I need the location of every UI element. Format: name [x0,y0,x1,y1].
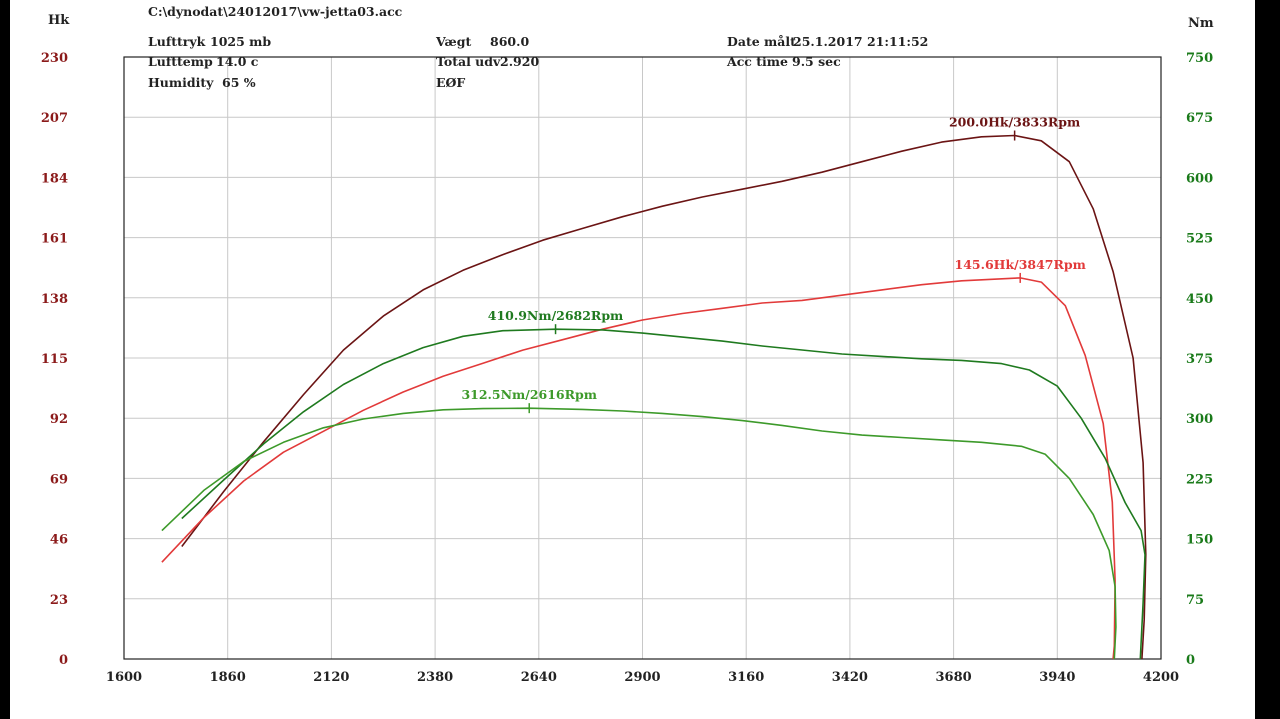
info-label-eof: EØF [436,75,465,90]
info-label-vaegt: Vægt [435,34,471,49]
series-line-4 [161,407,1117,660]
x-tick-label: 2640 [521,670,557,685]
right-tick-label: 675 [1186,111,1213,126]
info-value-date: 25.1.2017 21:11:52 [793,34,928,49]
x-tick-label: 3420 [832,670,868,685]
left-tick-label: 184 [41,171,68,186]
x-tick-label: 1600 [106,670,142,685]
info-value-total-udv: 2.920 [500,54,539,69]
x-tick-label: 3680 [936,670,972,685]
peak-markers: 200.0Hk/3833Rpm 145.6Hk/3847Rpm 410.9Nm/26… [461,115,1086,414]
right-tick-label: 600 [1186,171,1213,186]
file-path: C:\dynodat\24012017\vw-jetta03.acc [148,4,403,19]
left-tick-label: 92 [50,412,68,427]
series-line-1 [181,134,1147,660]
grid [124,57,1161,659]
info-label-acc-time: Acc time [726,54,788,69]
x-tick-label: 4200 [1143,670,1179,685]
left-tick-label: 23 [50,593,68,608]
peak-label-3: 410.9Nm/2682Rpm [488,308,624,323]
left-tick-label: 138 [41,292,68,307]
peak-label-1: 200.0Hk/3833Rpm [949,115,1080,130]
x-tick-label: 1860 [210,670,246,685]
left-tick-label: 161 [41,232,68,247]
right-axis-ticks: 0 75 150 225 300 375 450 525 600 675 750 [1186,51,1213,668]
peak-label-2: 145.6Hk/3847Rpm [955,257,1086,272]
x-tick-label: 2380 [417,670,453,685]
right-tick-label: 75 [1186,593,1204,608]
series-line-2 [161,277,1116,660]
info-label-lufttryk: Lufttryk [148,34,206,49]
right-tick-label: 300 [1186,412,1213,427]
x-tick-label: 3160 [728,670,764,685]
left-tick-label: 115 [41,352,68,367]
info-label-date: Date målt [727,34,796,49]
peak-label-4: 312.5Nm/2616Rpm [461,387,597,402]
info-value-humidity: 65 % [222,75,256,90]
x-tick-label: 2900 [624,670,660,685]
left-tick-label: 69 [50,472,68,487]
x-tick-label: 3940 [1039,670,1075,685]
info-value-lufttemp: 14.0 c [216,54,259,69]
info-label-humidity: Humidity [148,75,214,90]
info-value-acc-time: 9.5 sec [792,54,841,69]
info-label-lufttemp: Lufttemp [148,54,213,69]
left-tick-label: 230 [41,51,68,66]
x-axis-ticks: 1600 1860 2120 2380 2640 2900 3160 3420 3680 3940… [106,670,1179,685]
info-value-vaegt: 860.0 [490,34,529,49]
info-label-total-udv: Total udv [436,54,501,69]
plot-frame [123,56,1162,660]
right-tick-label: 0 [1186,653,1195,668]
left-tick-label: 46 [50,533,68,548]
right-tick-label: 525 [1186,232,1213,247]
right-tick-label: 450 [1186,292,1213,307]
left-tick-label: 0 [59,653,68,668]
right-tick-label: 225 [1186,472,1213,487]
right-tick-label: 150 [1186,533,1213,548]
right-axis-unit: Nm [1188,16,1214,31]
right-tick-label: 375 [1186,352,1213,367]
left-axis-ticks: 0 23 46 69 92 115 138 161 184 207 230 [41,51,68,668]
curves [161,134,1147,660]
left-tick-label: 207 [41,111,68,126]
right-tick-label: 750 [1186,51,1213,66]
series-line-3 [181,328,1146,660]
left-axis-unit: Hk [48,13,70,28]
x-tick-label: 2120 [313,670,349,685]
info-value-lufttryk: 1025 mb [210,34,271,49]
